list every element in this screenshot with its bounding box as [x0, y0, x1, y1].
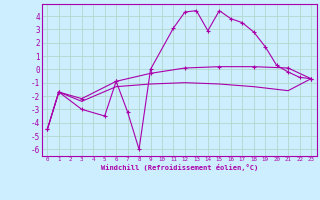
X-axis label: Windchill (Refroidissement éolien,°C): Windchill (Refroidissement éolien,°C): [100, 164, 258, 171]
